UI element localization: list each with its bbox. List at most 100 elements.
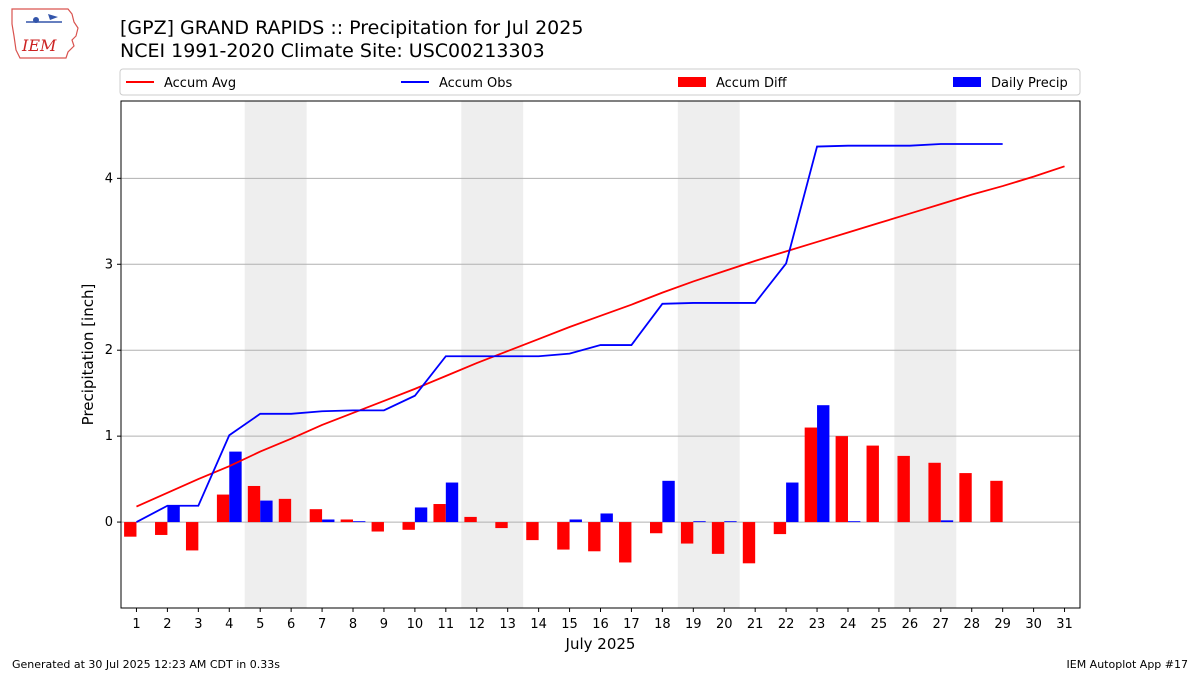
weekend-shade-3: [894, 101, 957, 608]
accum-diff-bar-27: [928, 462, 941, 523]
x-tick-label-23: 23: [809, 617, 826, 632]
accum-diff-bar-21: [742, 522, 756, 564]
accum-diff-bar-24: [835, 436, 848, 523]
accum-diff-bar-3: [185, 522, 199, 551]
y-tick-label-3: 3: [105, 257, 113, 272]
accum-diff-bar-28: [959, 473, 972, 523]
x-tick-label-25: 25: [871, 617, 888, 632]
chart-title: [GPZ] GRAND RAPIDS :: Precipitation for …: [120, 17, 584, 39]
x-tick-label-19: 19: [685, 617, 702, 632]
x-tick-label-20: 20: [716, 617, 733, 632]
accum-diff-bar-25: [866, 445, 879, 523]
x-tick-label-30: 30: [1025, 617, 1042, 632]
x-tick-label-8: 8: [349, 617, 357, 632]
accum-diff-bar-9: [371, 522, 384, 532]
daily-precip-bar-23: [817, 405, 830, 523]
daily-precip-bar-8: [353, 521, 366, 523]
iowa-outline-icon: [11, 8, 79, 59]
x-tick-label-24: 24: [840, 617, 857, 632]
accum-diff-bar-11: [433, 504, 446, 523]
daily-precip-bar-27: [940, 520, 954, 523]
daily-precip-bar-5: [260, 500, 273, 523]
accum-diff-bar-18: [649, 522, 663, 534]
x-tick-label-14: 14: [530, 617, 547, 632]
accum-diff-bar-13: [495, 522, 508, 529]
accum-diff-bar-26: [897, 455, 910, 523]
accum-diff-bar-23: [804, 427, 818, 523]
accum-diff-bar-2: [155, 522, 168, 535]
x-tick-label-9: 9: [380, 617, 388, 632]
y-tick-label-0: 0: [105, 515, 113, 530]
x-tick-label-3: 3: [194, 617, 202, 632]
daily-precip-bar-22: [786, 482, 799, 523]
accum-diff-bar-19: [680, 522, 694, 544]
x-tick-label-4: 4: [225, 617, 233, 632]
accum-diff-bar-29: [990, 480, 1003, 523]
legend-box: [119, 68, 1081, 96]
x-tick-label-16: 16: [592, 617, 609, 632]
daily-precip-bar-24: [847, 521, 861, 523]
x-tick-label-2: 2: [163, 617, 171, 632]
accum-diff-bar-17: [619, 522, 632, 563]
iem-logo: IEM: [11, 8, 79, 59]
x-tick-label-13: 13: [499, 617, 516, 632]
x-tick-label-18: 18: [654, 617, 671, 632]
daily-precip-bar-10: [414, 507, 428, 523]
y-tick-label-1: 1: [105, 429, 113, 444]
x-axis-label: July 2025: [565, 635, 636, 653]
legend-label-daily-precip: Daily Precip: [991, 76, 1068, 91]
daily-precip-bar-20: [724, 521, 737, 523]
accum-avg-line: [136, 165, 1065, 508]
x-tick-label-29: 29: [994, 617, 1011, 632]
accum-diff-bar-5: [247, 485, 261, 523]
lines: [136, 143, 1065, 523]
accum-diff-bar-22: [773, 522, 787, 535]
legend-label-accum-avg: Accum Avg: [164, 76, 236, 91]
x-tick-label-15: 15: [561, 617, 578, 632]
accum-obs-line: [136, 143, 1003, 523]
weekend-shade-1: [461, 101, 524, 608]
x-tick-label-27: 27: [933, 617, 950, 632]
accum-diff-bar-12: [464, 516, 477, 523]
daily-precip-bar-2: [167, 505, 180, 523]
x-tick-label-28: 28: [963, 617, 980, 632]
y-axis-label: Precipitation [inch]: [79, 284, 97, 426]
x-tick-label-7: 7: [318, 617, 326, 632]
accum-diff-bar-1: [124, 522, 137, 537]
footer-generated: Generated at 30 Jul 2025 12:23 AM CDT in…: [12, 658, 280, 671]
x-tick-label-10: 10: [407, 617, 424, 632]
daily-precip-bar-11: [445, 482, 459, 523]
legend-swatch-accum-diff: [678, 77, 706, 87]
y-tick-label-2: 2: [105, 343, 113, 358]
legend: Accum Avg Accum Obs Accum Diff Daily Precip: [119, 68, 1081, 96]
accum-diff-bar-16: [588, 522, 601, 552]
daily-precip-bar-4: [229, 451, 242, 523]
x-tick-label-12: 12: [468, 617, 485, 632]
accum-diff-bar-7: [309, 509, 323, 523]
accum-diff-bar-6: [278, 498, 292, 523]
daily-precip-bar-7: [322, 519, 335, 523]
legend-label-accum-obs: Accum Obs: [439, 76, 512, 91]
weekend-shade-0: [244, 101, 307, 608]
daily-precip-bar-19: [693, 521, 706, 523]
x-tick-label-21: 21: [747, 617, 764, 632]
y-tick-label-4: 4: [105, 171, 113, 186]
x-tick-label-31: 31: [1056, 617, 1073, 632]
accum-diff-bar-14: [526, 522, 539, 541]
daily-precip-bar-15: [569, 519, 582, 523]
daily-precip-bar-18: [662, 480, 675, 523]
x-tick-label-1: 1: [132, 617, 140, 632]
daily-precip-bar-16: [600, 513, 613, 523]
legend-swatch-daily-precip: [953, 77, 981, 87]
footer-app: IEM Autoplot App #17: [1066, 658, 1189, 671]
x-tick-label-5: 5: [256, 617, 264, 632]
bars: [124, 405, 1003, 564]
accum-diff-bar-15: [557, 522, 570, 550]
x-tick-label-11: 11: [438, 617, 455, 632]
accum-diff-bar-8: [340, 519, 354, 523]
x-tick-label-22: 22: [778, 617, 795, 632]
x-tick-label-17: 17: [623, 617, 640, 632]
x-tick-label-26: 26: [902, 617, 919, 632]
